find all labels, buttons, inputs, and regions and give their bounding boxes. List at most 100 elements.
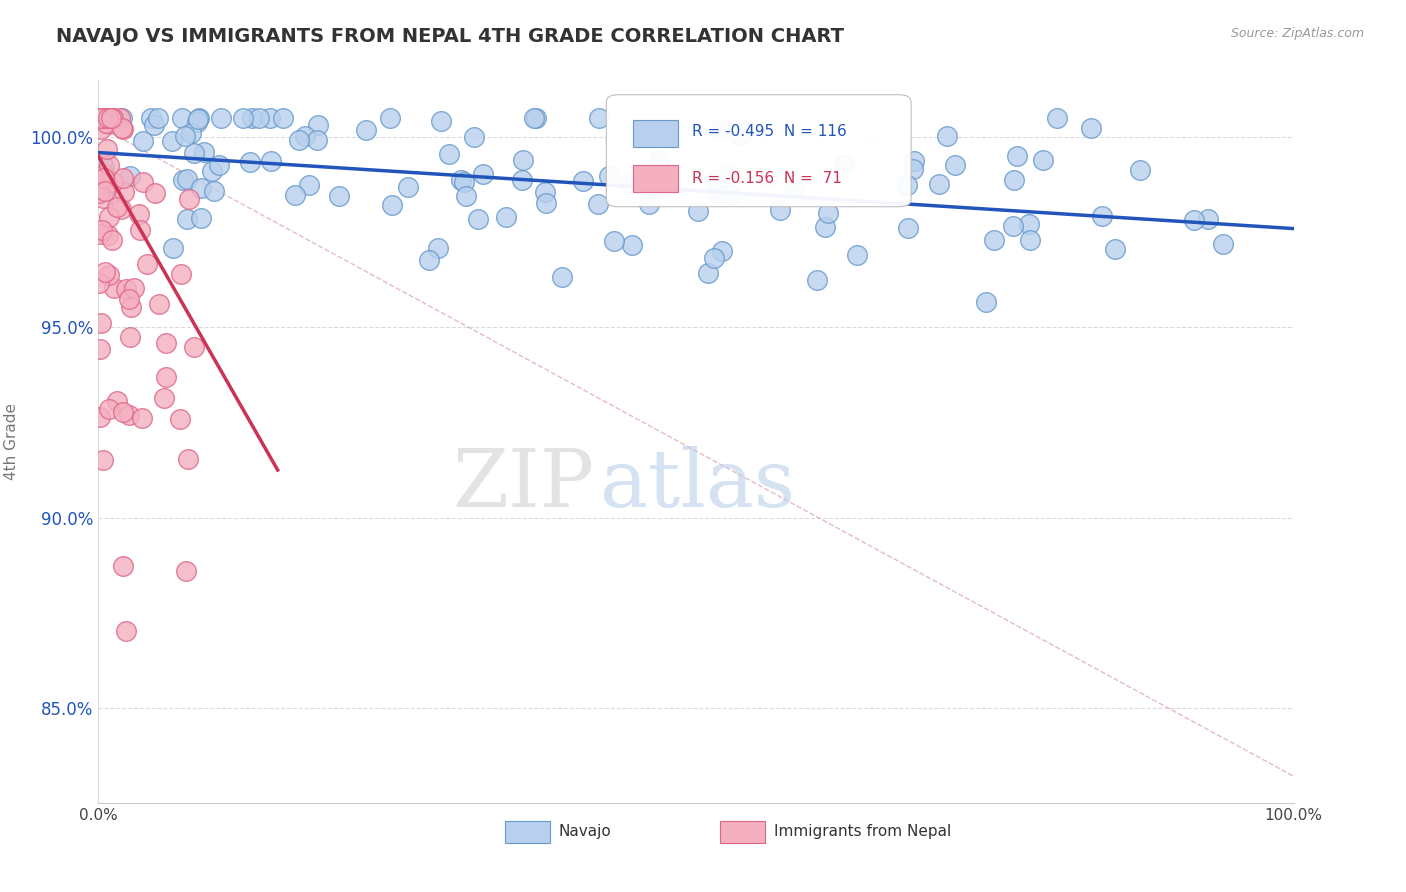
Point [1005,149,1028,163]
Point [523,112,546,126]
Point [1018,217,1040,231]
Point [702,251,724,265]
Point [120,169,142,183]
Text: NAVAJO VS IMMIGRANTS FROM NEPAL 4TH GRADE CORRELATION CHART: NAVAJO VS IMMIGRANTS FROM NEPAL 4TH GRAD… [56,27,844,45]
Point [93,171,115,186]
Point [619,176,641,190]
Point [101,175,124,189]
Point [897,221,920,235]
Text: Immigrants from Nepal: Immigrants from Nepal [773,824,950,839]
Text: R = -0.156  N =  71: R = -0.156 N = 71 [692,171,842,186]
Point [846,248,869,262]
Point [769,202,792,217]
Point [183,145,205,160]
Point [97,112,120,126]
Point [728,128,751,143]
Point [103,280,125,294]
Point [96,116,118,130]
Point [418,253,440,268]
Point [1182,212,1205,227]
Point [93,112,115,126]
Point [704,173,727,187]
Point [111,558,134,573]
Point [1091,209,1114,223]
Point [439,147,461,161]
Point [193,145,215,160]
Point [288,133,311,147]
Point [101,112,124,126]
Point [90,112,112,126]
Point [209,112,232,126]
Point [122,281,145,295]
Point [259,112,281,126]
Point [814,220,837,235]
Point [135,256,157,270]
Point [586,197,609,211]
Point [143,186,166,200]
Point [180,126,202,140]
Point [93,161,115,175]
Point [240,112,263,126]
Point [187,112,209,126]
Point [87,276,110,290]
Point [97,117,120,131]
Point [105,394,128,409]
Point [472,167,495,181]
Point [430,114,453,128]
Point [94,185,117,199]
Point [169,411,191,425]
Point [118,330,141,344]
Point [155,370,177,384]
Point [90,223,112,237]
Point [298,178,321,192]
Point [495,210,517,224]
Point [782,180,804,194]
Point [638,196,661,211]
Point [697,266,720,280]
Point [93,190,115,204]
Point [247,112,270,126]
Point [110,112,132,126]
Point [89,227,111,241]
Point [93,170,115,185]
Point [450,173,472,187]
Point [232,112,254,126]
Point [903,162,925,177]
Point [512,153,534,167]
Point [758,171,780,186]
Text: ZIP: ZIP [453,446,595,524]
Point [1032,153,1054,167]
Point [96,112,118,126]
FancyBboxPatch shape [606,95,911,207]
Point [115,624,138,639]
Point [96,143,118,157]
Point [90,122,112,136]
Point [97,210,120,224]
Point [305,133,328,147]
Point [97,268,120,282]
Point [571,174,593,188]
Point [148,297,170,311]
Point [97,178,120,193]
Point [160,134,183,148]
FancyBboxPatch shape [633,165,678,193]
Point [903,154,925,169]
Point [510,173,533,187]
Point [1104,242,1126,256]
Point [239,155,262,169]
Point [534,185,557,199]
Point [91,453,114,467]
Point [686,204,709,219]
Point [294,129,316,144]
Point [453,175,475,189]
Point [162,241,184,255]
Point [648,153,671,168]
Point [112,185,135,199]
Point [208,158,231,172]
Point [380,112,402,126]
Point [456,188,478,202]
Point [983,233,1005,247]
Point [718,167,741,181]
Point [153,391,176,405]
Point [976,295,998,310]
